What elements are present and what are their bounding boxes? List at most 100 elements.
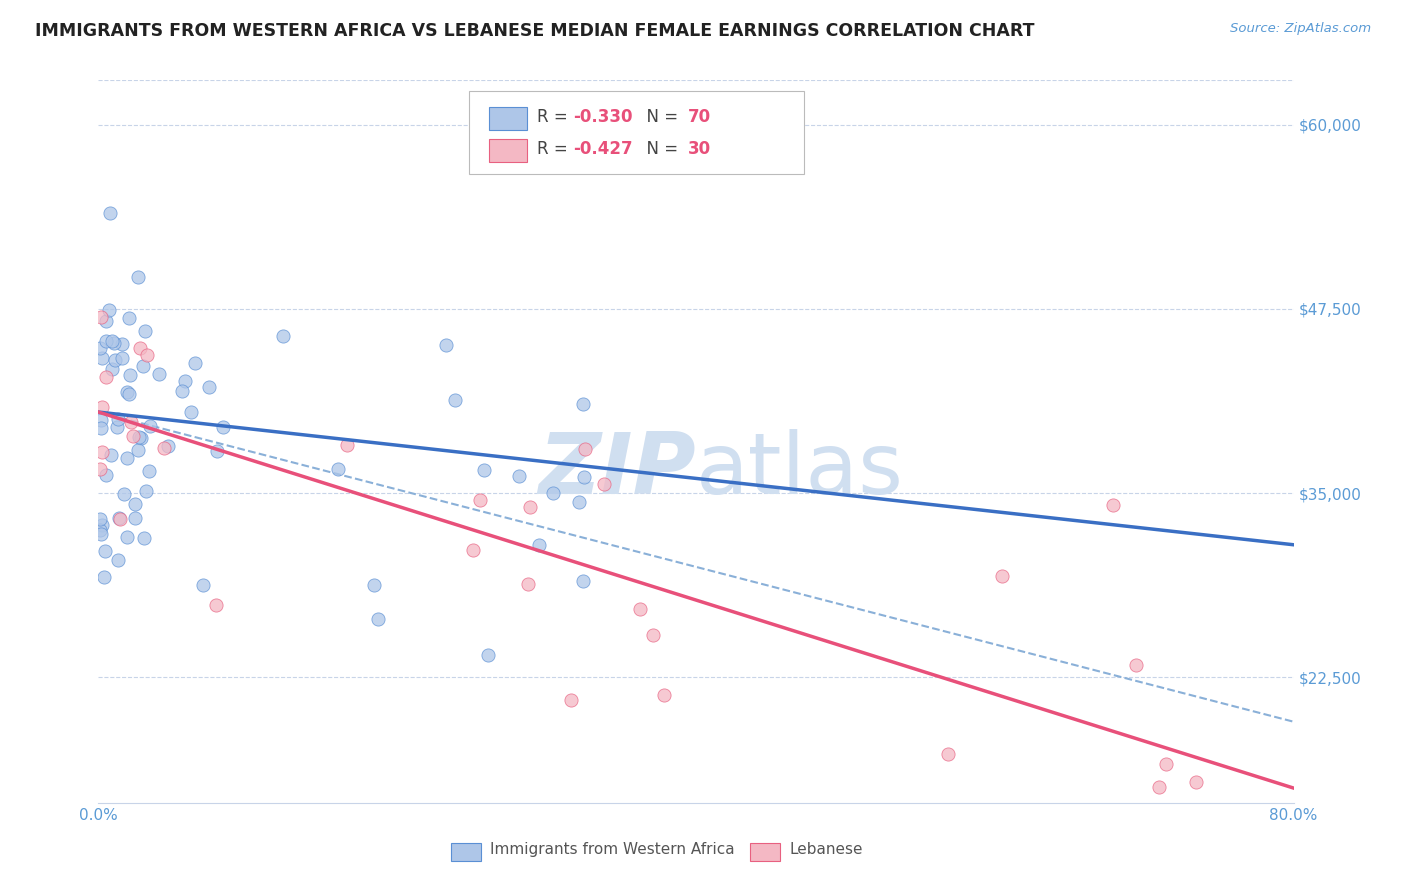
Point [111,351,134,365]
Text: 70: 70 [688,109,710,127]
Point [89,341,111,355]
Point [117,386,139,401]
Point [1185,774,1208,789]
Point [1147,780,1170,794]
Point [574,442,596,456]
Point [212,420,235,434]
Point [461,542,484,557]
Point [122,429,145,443]
Point [326,462,349,476]
Point [135,483,157,498]
Point [94,369,117,384]
FancyBboxPatch shape [489,107,527,130]
Point [100,362,122,376]
Point [89,462,111,476]
Point [136,348,159,362]
Text: Source: ZipAtlas.com: Source: ZipAtlas.com [1230,22,1371,36]
Point [1102,499,1125,513]
Point [271,328,294,343]
Point [470,493,492,508]
Point [572,397,595,411]
Point [652,688,675,702]
Point [472,463,495,477]
Point [560,693,582,707]
Point [100,206,122,220]
Point [363,577,385,591]
Point [516,577,538,591]
Point [991,569,1014,583]
Point [96,468,118,483]
Text: -0.427: -0.427 [572,140,633,159]
Point [568,495,591,509]
Point [127,270,149,285]
Text: N =: N = [637,109,683,127]
Point [90,400,112,414]
Point [115,530,138,544]
FancyBboxPatch shape [470,91,804,174]
Point [205,443,228,458]
FancyBboxPatch shape [489,139,527,162]
Point [90,526,112,541]
Text: Lebanese: Lebanese [789,842,863,857]
Point [205,599,228,613]
Point [173,374,195,388]
Point [90,413,112,427]
Point [936,747,959,761]
Point [108,511,131,525]
Point [90,445,112,459]
Point [593,477,616,491]
Point [96,314,118,328]
Point [1125,657,1147,672]
Point [129,431,152,445]
Point [127,442,149,457]
Point [572,470,595,484]
Point [93,570,115,584]
Point [527,538,550,552]
Point [89,524,111,538]
Point [128,341,150,355]
Point [180,405,202,419]
Point [630,601,652,615]
Point [112,487,135,501]
Point [367,611,389,625]
Point [477,648,499,663]
Point [132,359,155,373]
Point [183,356,205,370]
Point [90,518,112,533]
Point [111,336,134,351]
Text: R =: R = [537,140,574,159]
Point [105,420,128,434]
Point [98,303,121,318]
Point [172,384,194,398]
Point [153,441,176,455]
Point [104,352,127,367]
Point [107,553,129,567]
Text: ZIP: ZIP [538,429,696,512]
Point [197,379,219,393]
Text: atlas: atlas [696,429,904,512]
Point [107,412,129,426]
Point [1154,757,1177,772]
Point [115,451,138,466]
Point [519,500,541,514]
Point [107,511,129,525]
Point [115,384,138,399]
Point [90,351,112,365]
Point [134,324,156,338]
Point [124,511,146,525]
Point [100,448,122,462]
Point [336,438,359,452]
Point [643,627,665,641]
Point [434,338,457,352]
Point [138,463,160,477]
Point [572,574,595,588]
Point [139,418,162,433]
Point [508,468,530,483]
Point [94,543,117,558]
Point [541,486,564,500]
FancyBboxPatch shape [749,843,780,861]
Point [103,336,125,351]
Text: IMMIGRANTS FROM WESTERN AFRICA VS LEBANESE MEDIAN FEMALE EARNINGS CORRELATION CH: IMMIGRANTS FROM WESTERN AFRICA VS LEBANE… [35,22,1035,40]
Point [128,430,150,444]
Point [120,368,142,382]
